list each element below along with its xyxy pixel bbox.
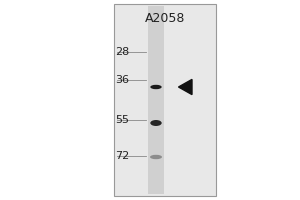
Ellipse shape: [150, 120, 162, 126]
Bar: [114, 4, 216, 196]
Polygon shape: [178, 79, 192, 95]
Text: A2058: A2058: [145, 12, 185, 25]
Text: 28: 28: [115, 47, 129, 57]
Text: 36: 36: [115, 75, 129, 85]
Ellipse shape: [150, 85, 162, 89]
Text: 55: 55: [115, 115, 129, 125]
Ellipse shape: [150, 155, 162, 159]
Text: 72: 72: [115, 151, 129, 161]
Bar: [148, 6, 164, 194]
